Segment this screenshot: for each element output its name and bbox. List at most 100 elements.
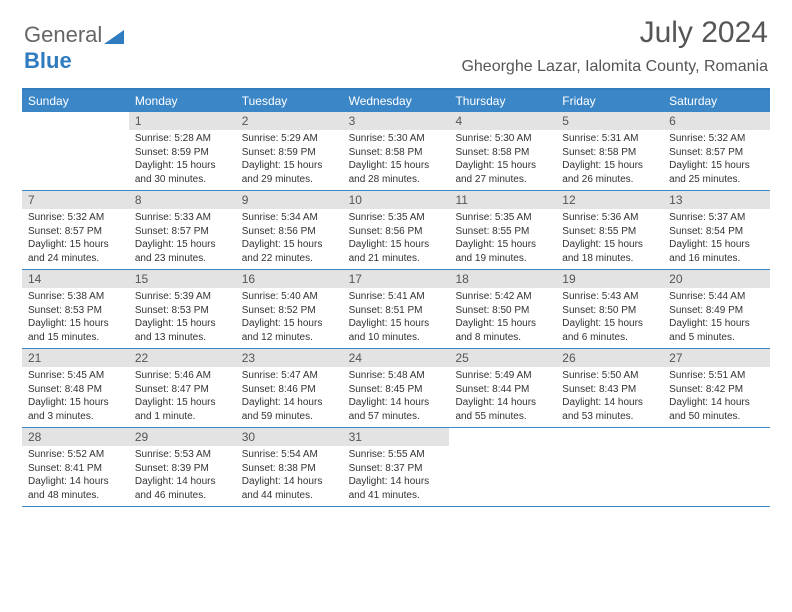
sunrise-text: Sunrise: 5:32 AM	[669, 132, 764, 146]
daylight-text: Daylight: 14 hours and 55 minutes.	[455, 396, 550, 423]
calendar-header-cell: Saturday	[663, 90, 770, 112]
day-body: Sunrise: 5:49 AMSunset: 8:44 PMDaylight:…	[449, 367, 556, 427]
calendar-day-cell: 26Sunrise: 5:50 AMSunset: 8:43 PMDayligh…	[556, 349, 663, 427]
sunset-text: Sunset: 8:52 PM	[242, 304, 337, 318]
sunset-text: Sunset: 8:58 PM	[349, 146, 444, 160]
day-body: Sunrise: 5:48 AMSunset: 8:45 PMDaylight:…	[343, 367, 450, 427]
sunrise-text: Sunrise: 5:43 AM	[562, 290, 657, 304]
day-body: Sunrise: 5:47 AMSunset: 8:46 PMDaylight:…	[236, 367, 343, 427]
day-body: Sunrise: 5:50 AMSunset: 8:43 PMDaylight:…	[556, 367, 663, 427]
day-body: Sunrise: 5:42 AMSunset: 8:50 PMDaylight:…	[449, 288, 556, 348]
daylight-text: Daylight: 14 hours and 50 minutes.	[669, 396, 764, 423]
calendar-day-cell: 9Sunrise: 5:34 AMSunset: 8:56 PMDaylight…	[236, 191, 343, 269]
calendar-day-cell: 18Sunrise: 5:42 AMSunset: 8:50 PMDayligh…	[449, 270, 556, 348]
day-body: Sunrise: 5:33 AMSunset: 8:57 PMDaylight:…	[129, 209, 236, 269]
daylight-text: Daylight: 15 hours and 19 minutes.	[455, 238, 550, 265]
daylight-text: Daylight: 15 hours and 26 minutes.	[562, 159, 657, 186]
calendar-day-cell: 16Sunrise: 5:40 AMSunset: 8:52 PMDayligh…	[236, 270, 343, 348]
day-number: 13	[663, 191, 770, 209]
day-body: Sunrise: 5:31 AMSunset: 8:58 PMDaylight:…	[556, 130, 663, 190]
calendar-day-cell: 13Sunrise: 5:37 AMSunset: 8:54 PMDayligh…	[663, 191, 770, 269]
day-body: Sunrise: 5:43 AMSunset: 8:50 PMDaylight:…	[556, 288, 663, 348]
daylight-text: Daylight: 15 hours and 5 minutes.	[669, 317, 764, 344]
day-number: 12	[556, 191, 663, 209]
day-body: Sunrise: 5:39 AMSunset: 8:53 PMDaylight:…	[129, 288, 236, 348]
day-body: Sunrise: 5:30 AMSunset: 8:58 PMDaylight:…	[449, 130, 556, 190]
sunrise-text: Sunrise: 5:45 AM	[28, 369, 123, 383]
sunset-text: Sunset: 8:39 PM	[135, 462, 230, 476]
day-body: Sunrise: 5:38 AMSunset: 8:53 PMDaylight:…	[22, 288, 129, 348]
calendar-day-cell: 21Sunrise: 5:45 AMSunset: 8:48 PMDayligh…	[22, 349, 129, 427]
sunrise-text: Sunrise: 5:30 AM	[349, 132, 444, 146]
calendar-header-cell: Monday	[129, 90, 236, 112]
day-number: 5	[556, 112, 663, 130]
sunrise-text: Sunrise: 5:34 AM	[242, 211, 337, 225]
sunset-text: Sunset: 8:56 PM	[242, 225, 337, 239]
day-number: 30	[236, 428, 343, 446]
logo-part1: General	[24, 22, 102, 47]
day-body: Sunrise: 5:41 AMSunset: 8:51 PMDaylight:…	[343, 288, 450, 348]
sunset-text: Sunset: 8:42 PM	[669, 383, 764, 397]
day-number: 6	[663, 112, 770, 130]
day-number: 17	[343, 270, 450, 288]
daylight-text: Daylight: 15 hours and 3 minutes.	[28, 396, 123, 423]
day-body: Sunrise: 5:40 AMSunset: 8:52 PMDaylight:…	[236, 288, 343, 348]
calendar-day-cell: 1Sunrise: 5:28 AMSunset: 8:59 PMDaylight…	[129, 112, 236, 190]
calendar-day-cell: 8Sunrise: 5:33 AMSunset: 8:57 PMDaylight…	[129, 191, 236, 269]
day-number: 9	[236, 191, 343, 209]
calendar-day-cell: 15Sunrise: 5:39 AMSunset: 8:53 PMDayligh…	[129, 270, 236, 348]
day-body	[556, 432, 663, 438]
day-body: Sunrise: 5:35 AMSunset: 8:55 PMDaylight:…	[449, 209, 556, 269]
day-number: 4	[449, 112, 556, 130]
day-number: 2	[236, 112, 343, 130]
calendar-header-cell: Wednesday	[343, 90, 450, 112]
calendar-day-cell: 14Sunrise: 5:38 AMSunset: 8:53 PMDayligh…	[22, 270, 129, 348]
day-body: Sunrise: 5:29 AMSunset: 8:59 PMDaylight:…	[236, 130, 343, 190]
day-body: Sunrise: 5:46 AMSunset: 8:47 PMDaylight:…	[129, 367, 236, 427]
calendar-day-cell: 22Sunrise: 5:46 AMSunset: 8:47 PMDayligh…	[129, 349, 236, 427]
sunset-text: Sunset: 8:58 PM	[455, 146, 550, 160]
calendar: SundayMondayTuesdayWednesdayThursdayFrid…	[22, 88, 770, 507]
daylight-text: Daylight: 15 hours and 18 minutes.	[562, 238, 657, 265]
daylight-text: Daylight: 14 hours and 53 minutes.	[562, 396, 657, 423]
sunset-text: Sunset: 8:41 PM	[28, 462, 123, 476]
sunrise-text: Sunrise: 5:33 AM	[135, 211, 230, 225]
daylight-text: Daylight: 15 hours and 10 minutes.	[349, 317, 444, 344]
day-body: Sunrise: 5:44 AMSunset: 8:49 PMDaylight:…	[663, 288, 770, 348]
calendar-week-row: 21Sunrise: 5:45 AMSunset: 8:48 PMDayligh…	[22, 349, 770, 428]
sunset-text: Sunset: 8:48 PM	[28, 383, 123, 397]
sunrise-text: Sunrise: 5:46 AM	[135, 369, 230, 383]
sunset-text: Sunset: 8:50 PM	[455, 304, 550, 318]
day-number: 11	[449, 191, 556, 209]
calendar-day-cell: 30Sunrise: 5:54 AMSunset: 8:38 PMDayligh…	[236, 428, 343, 506]
day-number: 15	[129, 270, 236, 288]
sunset-text: Sunset: 8:51 PM	[349, 304, 444, 318]
day-number: 31	[343, 428, 450, 446]
sunrise-text: Sunrise: 5:35 AM	[455, 211, 550, 225]
calendar-day-cell: 19Sunrise: 5:43 AMSunset: 8:50 PMDayligh…	[556, 270, 663, 348]
sunrise-text: Sunrise: 5:35 AM	[349, 211, 444, 225]
sunrise-text: Sunrise: 5:40 AM	[242, 290, 337, 304]
calendar-day-cell: 24Sunrise: 5:48 AMSunset: 8:45 PMDayligh…	[343, 349, 450, 427]
daylight-text: Daylight: 15 hours and 8 minutes.	[455, 317, 550, 344]
daylight-text: Daylight: 15 hours and 13 minutes.	[135, 317, 230, 344]
logo: General Blue	[24, 22, 124, 74]
sunrise-text: Sunrise: 5:37 AM	[669, 211, 764, 225]
calendar-day-cell: 28Sunrise: 5:52 AMSunset: 8:41 PMDayligh…	[22, 428, 129, 506]
day-number: 8	[129, 191, 236, 209]
day-body: Sunrise: 5:51 AMSunset: 8:42 PMDaylight:…	[663, 367, 770, 427]
calendar-day-cell: 2Sunrise: 5:29 AMSunset: 8:59 PMDaylight…	[236, 112, 343, 190]
calendar-day-cell: 5Sunrise: 5:31 AMSunset: 8:58 PMDaylight…	[556, 112, 663, 190]
calendar-day-cell: 20Sunrise: 5:44 AMSunset: 8:49 PMDayligh…	[663, 270, 770, 348]
calendar-header-row: SundayMondayTuesdayWednesdayThursdayFrid…	[22, 90, 770, 112]
sunset-text: Sunset: 8:45 PM	[349, 383, 444, 397]
calendar-header-cell: Tuesday	[236, 90, 343, 112]
sunrise-text: Sunrise: 5:31 AM	[562, 132, 657, 146]
sunset-text: Sunset: 8:47 PM	[135, 383, 230, 397]
sunset-text: Sunset: 8:57 PM	[135, 225, 230, 239]
day-body: Sunrise: 5:53 AMSunset: 8:39 PMDaylight:…	[129, 446, 236, 506]
day-number: 3	[343, 112, 450, 130]
sunrise-text: Sunrise: 5:48 AM	[349, 369, 444, 383]
sunrise-text: Sunrise: 5:41 AM	[349, 290, 444, 304]
sunset-text: Sunset: 8:46 PM	[242, 383, 337, 397]
